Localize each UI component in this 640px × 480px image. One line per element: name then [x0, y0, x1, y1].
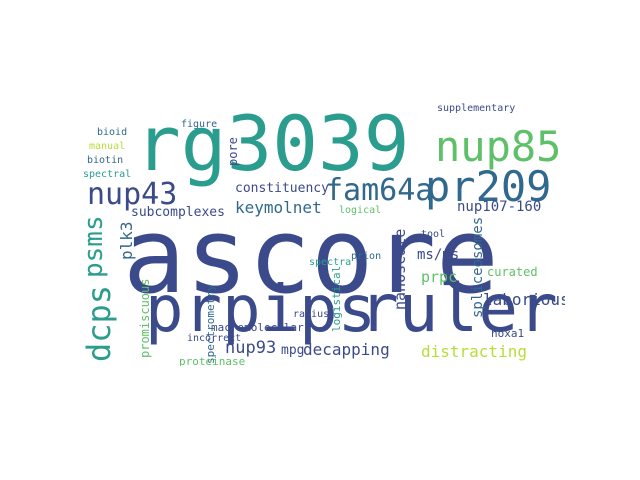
word-prpips: prpips — [145, 273, 377, 347]
word-laborious: laborious — [483, 290, 565, 309]
word-subcomplexes: subcomplexes — [131, 205, 225, 220]
word-manual: manual — [89, 141, 126, 152]
word-constituency: constituency — [235, 181, 329, 196]
word-rg3039: rg3039 — [135, 100, 410, 188]
word-nup107-160: nup107-160 — [457, 199, 542, 215]
word-nup43: nup43 — [87, 177, 178, 212]
word-prion: prion — [351, 251, 382, 262]
word-pr209: pr209 — [425, 162, 552, 211]
word-decapping: decapping — [303, 340, 390, 359]
word-figure: figure — [181, 119, 218, 130]
word-ascore: ascore — [123, 195, 499, 317]
word-nup85: nup85 — [435, 122, 562, 171]
word-prpc: prpc — [421, 268, 458, 286]
word-tool: tool — [421, 229, 446, 240]
word-logistical: logistical — [330, 265, 343, 332]
word-pore: pore — [226, 137, 240, 166]
word-nup93: nup93 — [225, 338, 277, 358]
word-keymolnet: keymolnet — [235, 198, 322, 217]
word-distracting: distracting — [421, 342, 527, 361]
word-logical: logical — [339, 205, 382, 216]
word-hoxa1: hoxa1 — [491, 327, 525, 340]
word-mpg: mpg — [281, 343, 305, 358]
word-psms: psms — [79, 215, 109, 278]
word-curated: curated — [487, 265, 538, 279]
word-spectra: spectra — [309, 257, 352, 268]
word-macromolecular: macromolecular — [211, 321, 304, 334]
word-nanoscale: nanoscale — [391, 228, 409, 310]
word-ruler: ruler — [359, 270, 558, 347]
word-supplementary: supplementary — [437, 103, 516, 114]
word-promiscuous: promiscuous — [138, 278, 152, 358]
word-cloud: ascore rg3039 ruler prpips nup85 pr209 n… — [75, 100, 565, 366]
word-biotin: biotin — [87, 155, 124, 166]
word-radius: radius — [293, 309, 330, 320]
word-ms-ms: ms/ms — [417, 247, 460, 263]
word-plk3: plk3 — [117, 221, 136, 260]
word-fam64a: fam64a — [325, 173, 434, 208]
word-dcps: dcps — [80, 284, 118, 362]
word-spectral: spectral — [83, 169, 132, 180]
word-bioid: bioid — [97, 127, 128, 138]
word-incorrect: incorrect — [187, 333, 242, 344]
word-proteinase: proteinase — [179, 355, 246, 366]
